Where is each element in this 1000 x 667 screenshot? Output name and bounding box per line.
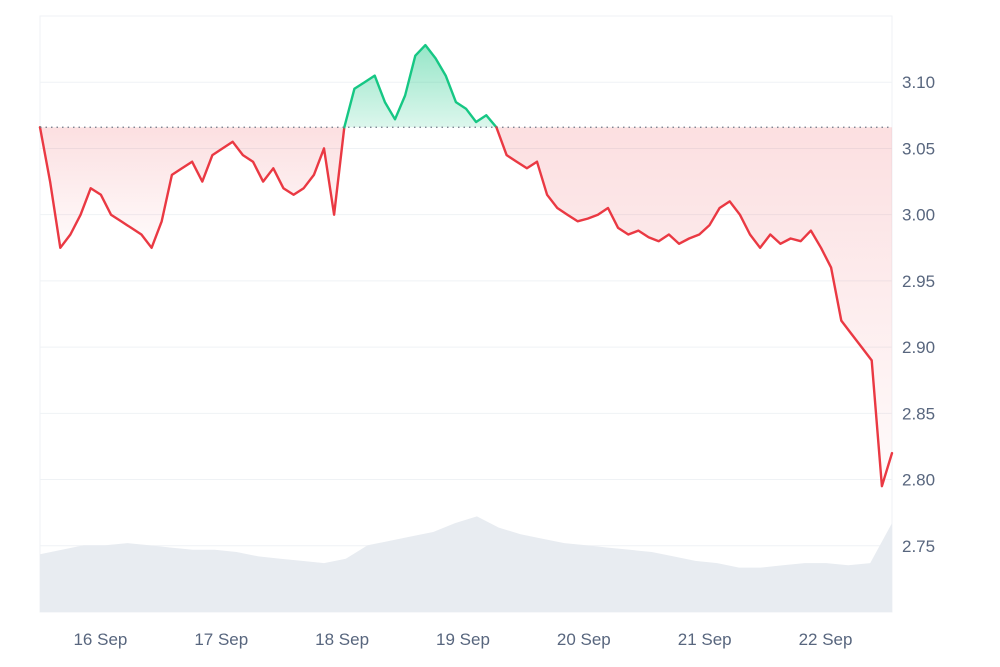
y-tick-label: 3.05 [902, 139, 935, 158]
volume-area-shape [40, 516, 892, 612]
x-tick-label: 20 Sep [557, 630, 611, 649]
x-tick-label: 16 Sep [73, 630, 127, 649]
x-tick-label: 18 Sep [315, 630, 369, 649]
y-tick-label: 2.80 [902, 471, 935, 490]
y-tick-label: 2.85 [902, 404, 935, 423]
below-fill-area [40, 127, 345, 248]
below-price-line [495, 126, 894, 488]
x-tick-label: 21 Sep [678, 630, 732, 649]
x-tick-label: 22 Sep [799, 630, 853, 649]
above-price-line [343, 43, 498, 129]
below-fill-area [496, 127, 892, 487]
y-tick-label: 2.90 [902, 338, 935, 357]
y-tick-label: 3.10 [902, 73, 935, 92]
y-tick-label: 2.95 [902, 272, 935, 291]
volume-area [40, 516, 892, 612]
y-axis: 3.10 3.05 3.00 2.95 2.90 2.85 2.80 2.75 [902, 73, 935, 556]
x-axis: 16 Sep 17 Sep 18 Sep 19 Sep 20 Sep 21 Sep 22 S… [73, 630, 852, 649]
below-price-line [38, 126, 346, 249]
above-fill-area [344, 45, 497, 128]
price-fill [40, 45, 892, 487]
y-tick-label: 2.75 [902, 537, 935, 556]
x-tick-label: 19 Sep [436, 630, 490, 649]
x-tick-label: 17 Sep [194, 630, 248, 649]
price-series [38, 43, 894, 488]
y-tick-label: 3.00 [902, 206, 935, 225]
